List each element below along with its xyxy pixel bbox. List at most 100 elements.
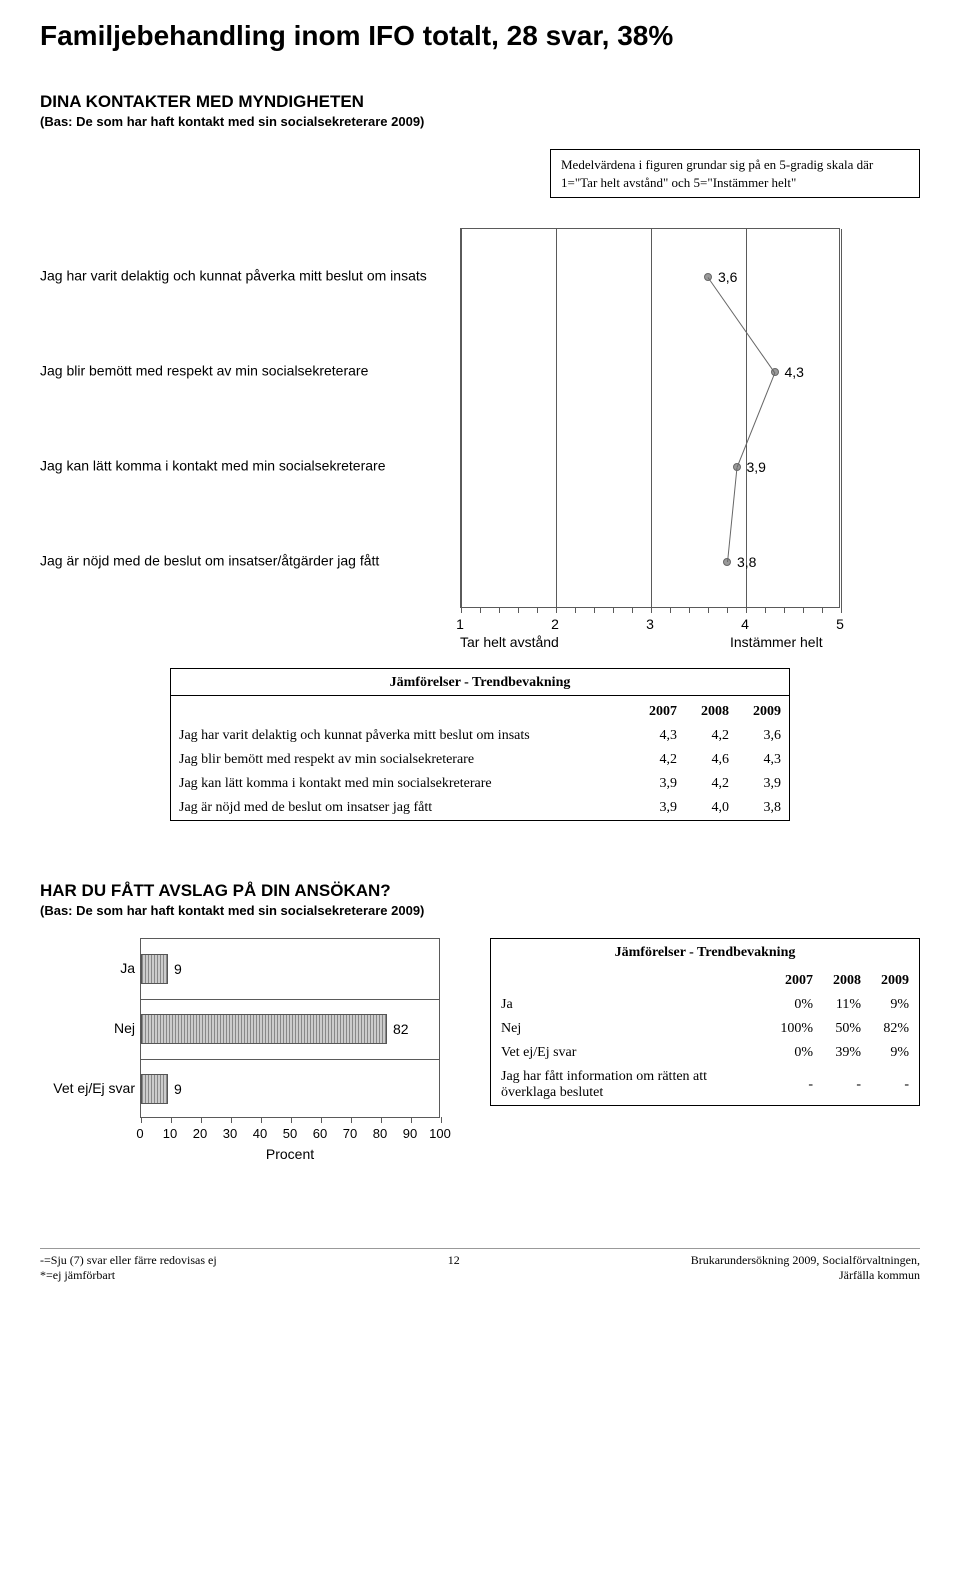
- x-tick-label: 70: [343, 1126, 357, 1141]
- x-tick-label: 90: [403, 1126, 417, 1141]
- scale-value: 3,8: [737, 554, 756, 570]
- section-heading: DINA KONTAKTER MED MYNDIGHETEN: [40, 92, 920, 112]
- bar-category-label: Vet ej/Ej svar: [40, 1080, 135, 1096]
- table-row: Ja0%11%9%: [491, 993, 919, 1017]
- table-row: Jag har fått information om rätten att ö…: [491, 1065, 919, 1105]
- comparison-table-2: Jämförelser - Trendbevakning 20072008200…: [490, 938, 920, 1106]
- bar-category-label: Ja: [40, 960, 135, 976]
- note-box: Medelvärdena i figuren grundar sig på en…: [550, 149, 920, 198]
- table-row: Jag kan lätt komma i kontakt med min soc…: [171, 772, 789, 796]
- table-row: Vet ej/Ej svar0%39%9%: [491, 1041, 919, 1065]
- scale-item-label: Jag är nöjd med de beslut om insatser/åt…: [40, 553, 450, 568]
- x-tick-label: 10: [163, 1126, 177, 1141]
- cell: 4,0: [685, 796, 737, 820]
- footer-right-1: Brukarundersökning 2009, Socialförvaltni…: [691, 1253, 920, 1268]
- table-row: Jag är nöjd med de beslut om insatser ja…: [171, 796, 789, 820]
- section-contacts: DINA KONTAKTER MED MYNDIGHETEN (Bas: De …: [40, 92, 920, 821]
- table-row: Jag har varit delaktig och kunnat påverk…: [171, 724, 789, 748]
- year-header: 2007: [633, 696, 685, 724]
- axis-tick-label: 1: [456, 616, 464, 632]
- cell: -: [823, 1065, 871, 1105]
- bar-value: 9: [174, 961, 182, 977]
- cell: 4,2: [685, 772, 737, 796]
- cell: 4,3: [633, 724, 685, 748]
- scale-value: 3,9: [747, 459, 766, 475]
- bar-category-label: Nej: [40, 1020, 135, 1036]
- scale-item-label: Jag kan lätt komma i kontakt med min soc…: [40, 458, 450, 473]
- cell: 4,6: [685, 748, 737, 772]
- row-label: Nej: [491, 1017, 770, 1041]
- footer-left-2: *=ej jämförbart: [40, 1268, 217, 1283]
- year-header: 2009: [737, 696, 789, 724]
- cell: 3,6: [737, 724, 789, 748]
- section-heading: HAR DU FÅTT AVSLAG PÅ DIN ANSÖKAN?: [40, 881, 920, 901]
- table-row: Jag blir bemött med respekt av min socia…: [171, 748, 789, 772]
- scale-value: 3,6: [718, 269, 737, 285]
- cell: -: [770, 1065, 823, 1105]
- x-tick-label: 100: [429, 1126, 451, 1141]
- x-tick-label: 0: [136, 1126, 143, 1141]
- row-label: Jag har fått information om rätten att ö…: [491, 1065, 770, 1105]
- x-tick-label: 50: [283, 1126, 297, 1141]
- scale-chart: 3,6 4,3 3,9 3,8 1 2 3 4 5 Tar helt avstånd Instäm…: [40, 228, 900, 648]
- x-axis-title: Procent: [266, 1146, 314, 1162]
- section-subheading: (Bas: De som har haft kontakt med sin so…: [40, 114, 920, 129]
- scale-item-label: Jag har varit delaktig och kunnat påverk…: [40, 268, 450, 283]
- comparison-title: Jämförelser - Trendbevakning: [171, 669, 789, 696]
- cell: 3,9: [737, 772, 789, 796]
- page-footer: -=Sju (7) svar eller färre redovisas ej …: [40, 1248, 920, 1283]
- comparison-table-1: Jämförelser - Trendbevakning 20072008200…: [170, 668, 790, 821]
- cell: 4,2: [685, 724, 737, 748]
- row-label: Jag har varit delaktig och kunnat påverk…: [171, 724, 633, 748]
- row-label: Jag blir bemött med respekt av min socia…: [171, 748, 633, 772]
- x-tick-label: 80: [373, 1126, 387, 1141]
- cell: 100%: [770, 1017, 823, 1041]
- row-label: Ja: [491, 993, 770, 1017]
- row-label: Jag är nöjd med de beslut om insatser ja…: [171, 796, 633, 820]
- cell: 3,9: [633, 796, 685, 820]
- axis-tick-label: 3: [646, 616, 654, 632]
- cell: 3,8: [737, 796, 789, 820]
- axis-tick-label: 2: [551, 616, 559, 632]
- row-label: Vet ej/Ej svar: [491, 1041, 770, 1065]
- cell: 39%: [823, 1041, 871, 1065]
- x-tick-label: 30: [223, 1126, 237, 1141]
- cell: 4,3: [737, 748, 789, 772]
- cell: 11%: [823, 993, 871, 1017]
- bar-value: 82: [393, 1021, 409, 1037]
- x-tick-label: 20: [193, 1126, 207, 1141]
- year-header: 2008: [823, 965, 871, 993]
- scale-item-label: Jag blir bemött med respekt av min socia…: [40, 363, 450, 378]
- year-header: 2007: [770, 965, 823, 993]
- footer-left-1: -=Sju (7) svar eller färre redovisas ej: [40, 1253, 217, 1268]
- cell: 0%: [770, 1041, 823, 1065]
- cell: -: [871, 1065, 919, 1105]
- cell: 9%: [871, 1041, 919, 1065]
- footer-right-2: Järfälla kommun: [691, 1268, 920, 1283]
- section-subheading: (Bas: De som har haft kontakt med sin so…: [40, 903, 920, 918]
- cell: 4,2: [633, 748, 685, 772]
- axis-label-left: Tar helt avstånd: [460, 634, 559, 650]
- cell: 0%: [770, 993, 823, 1017]
- cell: 3,9: [633, 772, 685, 796]
- cell: 82%: [871, 1017, 919, 1041]
- page-number: 12: [448, 1253, 460, 1283]
- cell: 50%: [823, 1017, 871, 1041]
- axis-tick-label: 5: [836, 616, 844, 632]
- table-row: Nej100%50%82%: [491, 1017, 919, 1041]
- page-title: Familjebehandling inom IFO totalt, 28 sv…: [40, 20, 920, 52]
- scale-value: 4,3: [785, 364, 804, 380]
- bar: [141, 954, 168, 984]
- comparison-title: Jämförelser - Trendbevakning: [491, 939, 919, 965]
- bar-value: 9: [174, 1081, 182, 1097]
- year-header: 2009: [871, 965, 919, 993]
- bar-chart: 9 82 9 Ja Nej Vet ej/Ej svar 0 10 20 30 40 50 60 70 8…: [40, 938, 460, 1188]
- cell: 9%: [871, 993, 919, 1017]
- x-tick-label: 60: [313, 1126, 327, 1141]
- x-tick-label: 40: [253, 1126, 267, 1141]
- axis-label-right: Instämmer helt: [730, 634, 823, 650]
- axis-tick-label: 4: [741, 616, 749, 632]
- year-header: 2008: [685, 696, 737, 724]
- section-rejection: HAR DU FÅTT AVSLAG PÅ DIN ANSÖKAN? (Bas:…: [40, 881, 920, 1188]
- bar: [141, 1074, 168, 1104]
